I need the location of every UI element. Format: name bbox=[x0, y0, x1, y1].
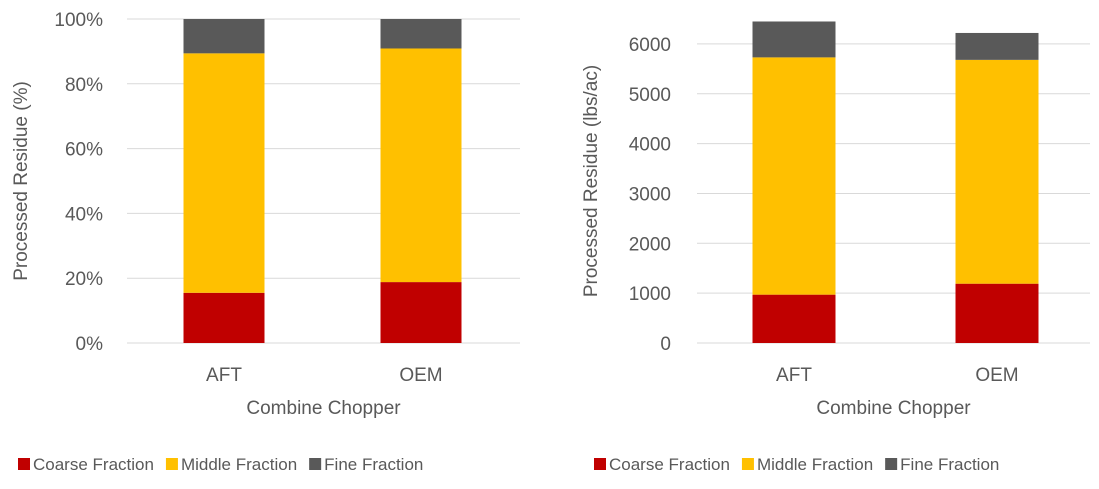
chart-0-legend-label-coarse-fraction: Coarse Fraction bbox=[33, 455, 154, 474]
chart-1-legend-swatch-coarse-fraction bbox=[594, 458, 606, 470]
chart-0-legend-swatch-fine-fraction bbox=[309, 458, 322, 470]
chart-0-x-axis-title: Combine Chopper bbox=[246, 398, 401, 419]
chart-1-x-axis-title: Combine Chopper bbox=[816, 398, 971, 419]
chart-1-legend-swatch-fine-fraction bbox=[885, 458, 898, 470]
chart-0-y-tick-label: 40% bbox=[65, 204, 103, 225]
chart-1-y-tick-label: 6000 bbox=[629, 35, 671, 56]
chart-1-bar-aft-coarse-fraction bbox=[752, 294, 836, 343]
chart-1-bar-oem-fine-fraction bbox=[955, 32, 1039, 60]
chart-1-y-tick-label: 3000 bbox=[629, 184, 671, 205]
chart-0-legend-label-fine-fraction: Fine Fraction bbox=[324, 455, 423, 474]
chart-1-y-tick-label: 4000 bbox=[629, 135, 671, 156]
chart-1-bar-oem-coarse-fraction bbox=[955, 283, 1039, 343]
chart-1-bar-aft-middle-fraction bbox=[752, 57, 836, 295]
chart-0-y-tick-label: 0% bbox=[76, 334, 104, 355]
chart-1-y-tick-label: 5000 bbox=[629, 85, 671, 106]
chart-1-legend-swatch-middle-fraction bbox=[741, 458, 754, 470]
chart-0-bar-aft-coarse-fraction bbox=[183, 292, 265, 343]
chart-1-bar-aft-fine-fraction bbox=[752, 21, 836, 58]
chart-0-bar-aft-middle-fraction bbox=[183, 53, 265, 293]
chart-0-y-tick-label: 100% bbox=[54, 10, 103, 31]
chart-percent: 0% 20% 40% 60% 80% 100% AFT OEM Combine Chopper P… bbox=[11, 10, 520, 474]
chart-1-y-tick-label: 1000 bbox=[629, 284, 671, 305]
chart-0-x-tick-label: AFT bbox=[206, 365, 242, 386]
chart-0-bar-oem-fine-fraction bbox=[380, 19, 462, 49]
chart-1-x-tick-label: OEM bbox=[975, 365, 1018, 386]
chart-1-y-tick-label: 0 bbox=[660, 334, 671, 355]
chart-0-legend-swatch-coarse-fraction bbox=[18, 458, 30, 470]
chart-0-bar-oem-middle-fraction bbox=[380, 48, 462, 283]
chart-0-x-tick-label: OEM bbox=[399, 365, 442, 386]
chart-1-x-tick-label: AFT bbox=[776, 365, 812, 386]
chart-0-y-axis-title: Processed Residue (%) bbox=[11, 81, 32, 281]
chart-1-legend-label-coarse-fraction: Coarse Fraction bbox=[609, 455, 730, 474]
chart-0-y-tick-label: 20% bbox=[65, 269, 103, 290]
chart-0-bar-oem-coarse-fraction bbox=[380, 282, 462, 343]
chart-0-legend-swatch-middle-fraction bbox=[165, 458, 178, 470]
chart-1-y-tick-label: 2000 bbox=[629, 234, 671, 255]
chart-1-y-axis-title: Processed Residue (lbs/ac) bbox=[581, 65, 602, 297]
chart-1-legend-label-fine-fraction: Fine Fraction bbox=[900, 455, 999, 474]
chart-1-legend: Coarse Fraction Middle Fraction Fine Fract… bbox=[594, 455, 999, 474]
chart-0-legend-label-middle-fraction: Middle Fraction bbox=[181, 455, 297, 474]
chart-0-bar-aft-fine-fraction bbox=[183, 19, 265, 54]
chart-0-y-tick-label: 60% bbox=[65, 140, 103, 161]
chart-1-bar-oem-middle-fraction bbox=[955, 59, 1039, 284]
chart-0-y-tick-label: 80% bbox=[65, 75, 103, 96]
chart-0-legend: Coarse Fraction Middle Fraction Fine Fract… bbox=[18, 455, 423, 474]
chart-1-legend-label-middle-fraction: Middle Fraction bbox=[757, 455, 873, 474]
